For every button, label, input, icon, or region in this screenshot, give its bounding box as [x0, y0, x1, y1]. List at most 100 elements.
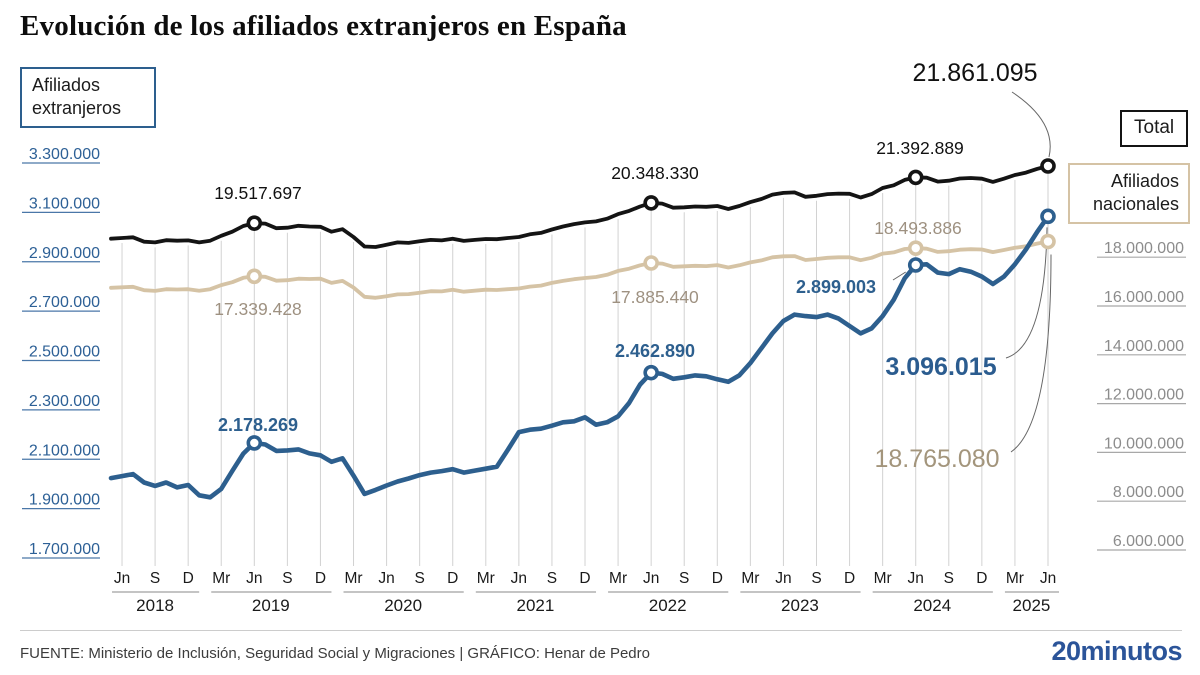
x-tick-month: Mr: [212, 570, 230, 587]
x-tick-month: Jn: [378, 570, 394, 587]
x-tick-month: D: [579, 570, 590, 587]
annotation-leader-line: [1011, 91, 1051, 158]
data-point-marker-nacionales: [246, 268, 263, 285]
x-tick-year: 2024: [913, 596, 951, 615]
x-tick-year: 2019: [252, 596, 290, 615]
data-point-marker-nacionales: [1040, 233, 1056, 250]
left-axis-tick: 1.700.000: [29, 541, 100, 558]
x-tick-month: S: [282, 570, 292, 587]
data-point-marker-nacionales: [907, 240, 924, 256]
data-point-marker-total: [643, 195, 659, 211]
logo-bold: 20: [1051, 636, 1081, 666]
legend-extranjeros-line1: Afiliados: [32, 75, 101, 95]
x-tick-month: Mr: [609, 570, 627, 587]
annotation-leader-line: [1005, 227, 1048, 359]
legend-nacionales-line2: nacionales: [1092, 194, 1179, 215]
data-point-marker-nacionales: [643, 255, 659, 271]
x-tick-month: S: [679, 570, 689, 587]
value-annotation: 3.096.015: [885, 353, 996, 381]
x-tick-month: D: [183, 570, 194, 587]
x-tick-month: Jn: [643, 570, 659, 587]
left-axis-tick: 2.900.000: [29, 245, 100, 262]
x-tick-month: Mr: [477, 570, 495, 587]
value-annotation: 18.765.080: [874, 445, 999, 473]
x-tick-month: Jn: [1040, 570, 1056, 587]
x-tick-month: D: [315, 570, 326, 587]
legend-total: Total: [1120, 110, 1189, 147]
page-title: Evolución de los afiliados extranjeros e…: [20, 10, 627, 42]
logo-rest: minutos: [1080, 636, 1183, 666]
value-annotation: 19.517.697: [214, 183, 302, 203]
right-axis-tick: 8.000.000: [1113, 484, 1184, 501]
annotation-leader-line: [892, 271, 906, 281]
value-annotation: 21.861.095: [912, 59, 1037, 87]
x-tick-year: 2022: [649, 596, 687, 615]
legend-extranjeros-line2: extranjeros: [32, 98, 122, 119]
x-tick-year: 2025: [1013, 596, 1051, 615]
x-tick-month: S: [150, 570, 160, 587]
x-tick-month: Jn: [775, 570, 791, 587]
right-axis-tick: 16.000.000: [1104, 289, 1184, 306]
legend-nacionales-line1: Afiliados: [1110, 171, 1179, 191]
data-point-marker-total: [246, 215, 263, 231]
x-tick-month: S: [811, 570, 821, 587]
data-point-marker-total: [907, 169, 924, 186]
20minutos-logo: 20minutos: [1051, 636, 1182, 667]
series-line-extranjeros: [108, 214, 1051, 500]
right-axis-tick: 6.000.000: [1113, 533, 1184, 550]
x-tick-year: 2020: [384, 596, 422, 615]
x-tick-month: Mr: [1006, 570, 1024, 587]
x-tick-month: S: [414, 570, 424, 587]
data-point-marker-total: [1040, 158, 1056, 174]
left-axis-tick: 2.300.000: [29, 393, 100, 410]
left-axis-tick: 2.100.000: [29, 442, 100, 459]
right-axis-tick: 12.000.000: [1104, 387, 1184, 404]
x-tick-month: Jn: [511, 570, 527, 587]
right-axis-tick: 18.000.000: [1104, 240, 1184, 257]
value-annotation: 18.493.886: [874, 218, 962, 238]
annotation-leader-line: [1010, 254, 1052, 453]
x-tick-month: Jn: [114, 570, 130, 587]
footer-divider: [20, 630, 1182, 631]
x-tick-year: 2023: [781, 596, 819, 615]
x-tick-year: 2021: [516, 596, 554, 615]
x-tick-month: Mr: [344, 570, 362, 587]
x-tick-month: D: [844, 570, 855, 587]
value-annotation: 2.462.890: [615, 341, 695, 361]
source-credit: FUENTE: Ministerio de Inclusión, Segurid…: [20, 645, 650, 662]
x-tick-month: Mr: [741, 570, 759, 587]
right-axis-tick: 10.000.000: [1104, 435, 1184, 452]
data-point-marker-extranjeros: [643, 364, 659, 381]
series-line-total: [109, 164, 1050, 249]
left-axis-tick: 2.700.000: [29, 294, 100, 311]
x-tick-month: D: [712, 570, 723, 587]
x-tick-month: D: [976, 570, 987, 587]
x-tick-month: Jn: [908, 570, 924, 587]
series-line-nacionales: [109, 239, 1050, 300]
x-tick-month: D: [447, 570, 458, 587]
legend-afiliados-nacionales: Afiliados nacionales: [1068, 163, 1190, 224]
value-annotation: 2.178.269: [218, 415, 298, 435]
legend-total-label: Total: [1134, 117, 1175, 138]
data-point-marker-extranjeros: [1040, 208, 1056, 225]
x-tick-month: S: [547, 570, 557, 587]
left-axis-tick: 1.900.000: [29, 492, 100, 509]
value-annotation: 17.885.440: [611, 287, 699, 307]
value-annotation: 21.392.889: [876, 138, 964, 158]
left-axis-tick: 3.300.000: [29, 146, 100, 163]
value-annotation: 20.348.330: [611, 163, 699, 183]
legend-afiliados-extranjeros: Afiliados extranjeros: [20, 67, 156, 128]
x-tick-month: Jn: [246, 570, 262, 587]
x-tick-month: S: [944, 570, 954, 587]
left-axis-tick: 3.100.000: [29, 195, 100, 212]
value-annotation: 17.339.428: [214, 299, 302, 319]
value-annotation: 2.899.003: [796, 277, 876, 297]
data-point-marker-extranjeros: [907, 257, 924, 273]
x-tick-year: 2018: [136, 596, 174, 615]
data-point-marker-extranjeros: [246, 435, 263, 451]
x-tick-month: Mr: [874, 570, 892, 587]
left-axis-tick: 2.500.000: [29, 344, 100, 361]
right-axis-tick: 14.000.000: [1104, 338, 1184, 355]
